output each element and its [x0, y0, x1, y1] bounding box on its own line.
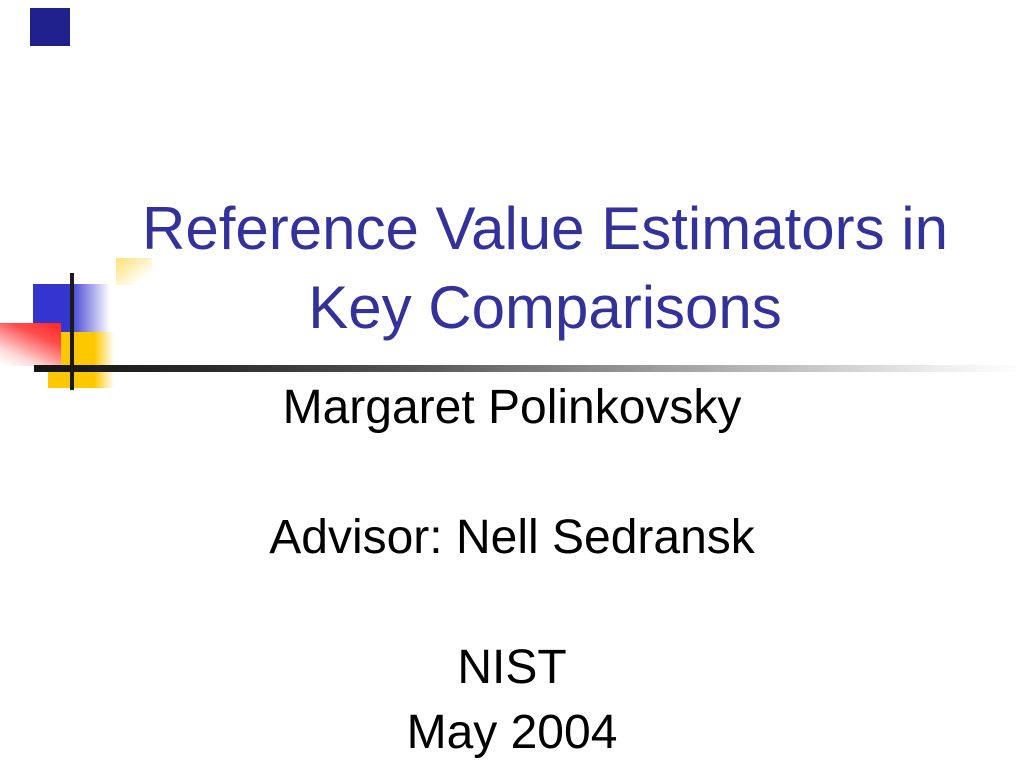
title-line-1: Reference Value Estimators in	[142, 195, 948, 262]
decor-vertical-line	[70, 273, 74, 390]
subtitle-date: May 2004	[406, 706, 618, 759]
slide-title: Reference Value Estimators in Key Compar…	[66, 189, 1024, 347]
slide-subtitle: Margaret Polinkovsky Advisor: Nell Sedra…	[0, 375, 1024, 765]
subtitle-spacer-2	[0, 570, 1024, 635]
title-line-2: Key Comparisons	[308, 274, 782, 341]
subtitle-institution: NIST	[457, 641, 567, 694]
navy-accent-square	[30, 8, 70, 46]
decor-red-square	[0, 323, 61, 366]
subtitle-spacer-1	[0, 440, 1024, 505]
subtitle-advisor: Advisor: Nell Sedransk	[269, 511, 755, 564]
title-underline-gradient	[34, 365, 1024, 372]
subtitle-author: Margaret Polinkovsky	[282, 381, 742, 434]
decor-yellow-wisp	[116, 258, 152, 285]
